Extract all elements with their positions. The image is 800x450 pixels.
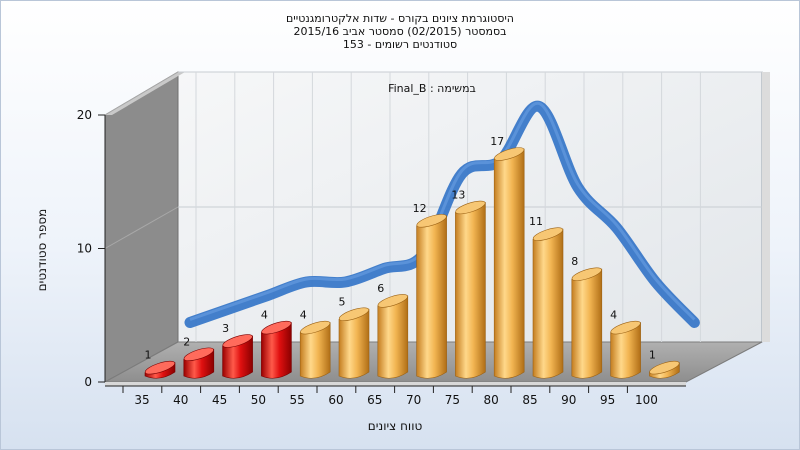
x-tick-label-60: 60 — [328, 393, 343, 407]
series-label: Final_B : במשימה — [388, 82, 476, 95]
top-edge — [105, 72, 185, 115]
x-tick-label-90: 90 — [561, 393, 576, 407]
y-axis-title: מספר סטודנטים — [35, 209, 49, 292]
bar-80 — [493, 147, 525, 379]
trend-curve — [184, 101, 700, 328]
data-label-100: 1 — [649, 349, 656, 362]
bar-35 — [144, 360, 176, 379]
grid-line-side — [104, 206, 179, 249]
x-axis-title: טווח ציונים — [368, 419, 423, 433]
bar-65 — [377, 294, 409, 379]
x-tick-label-80: 80 — [484, 393, 499, 407]
data-label-70: 12 — [413, 202, 427, 215]
y-tick-label: 10 — [77, 242, 92, 256]
x-tick-label-95: 95 — [600, 393, 615, 407]
data-label-65: 6 — [377, 282, 384, 295]
data-label-90: 8 — [571, 255, 578, 268]
data-label-55: 4 — [300, 309, 307, 322]
x-tick-label-50: 50 — [251, 393, 266, 407]
bar-55 — [299, 320, 331, 379]
y-tick-label: 0 — [84, 375, 92, 389]
chart-title-line-3: סטודנטים רשומים - 153 — [343, 38, 457, 51]
x-tick-label-65: 65 — [367, 393, 382, 407]
x-tick-label-75: 75 — [445, 393, 460, 407]
x-tick-label-35: 35 — [134, 393, 149, 407]
bar-70 — [416, 214, 447, 379]
x-tick-label-85: 85 — [522, 393, 537, 407]
bar-60 — [338, 307, 370, 379]
bar-75 — [455, 200, 486, 379]
bar-100 — [649, 360, 680, 379]
bar-45 — [222, 334, 253, 379]
data-label-60: 5 — [339, 295, 346, 308]
data-label-85: 11 — [529, 215, 543, 228]
data-label-95: 4 — [610, 309, 617, 322]
x-tick-label-100: 100 — [635, 393, 658, 407]
floor-front-edge — [105, 382, 686, 386]
bar-40 — [183, 347, 215, 379]
x-tick-label-55: 55 — [290, 393, 305, 407]
bar-90 — [571, 267, 603, 379]
side-wall — [104, 71, 179, 383]
data-label-80: 17 — [490, 135, 504, 148]
data-label-40: 2 — [183, 335, 190, 348]
data-label-50: 4 — [261, 309, 268, 322]
x-tick-label-45: 45 — [212, 393, 227, 407]
data-label-35: 1 — [145, 349, 152, 362]
bars — [144, 147, 680, 379]
bar-95 — [610, 320, 641, 379]
x-tick-label-40: 40 — [173, 393, 188, 407]
y-tick-label: 20 — [77, 108, 92, 122]
data-label-75: 13 — [451, 188, 465, 201]
x-tick-label-70: 70 — [406, 393, 421, 407]
bar-50 — [261, 320, 292, 379]
chart-title-line-2: בסמסטר (02/2015) סמסטר אביב 2015/16 — [293, 25, 506, 38]
grid-line-side — [104, 71, 179, 116]
right-edge — [762, 72, 770, 342]
trend-highlight — [189, 101, 696, 321]
data-label-45: 3 — [222, 322, 229, 335]
bar-85 — [532, 227, 564, 379]
chart-title-line-1: היסטוגרמת ציונים בקורס - שדות אלקטרומגנט… — [286, 12, 514, 25]
